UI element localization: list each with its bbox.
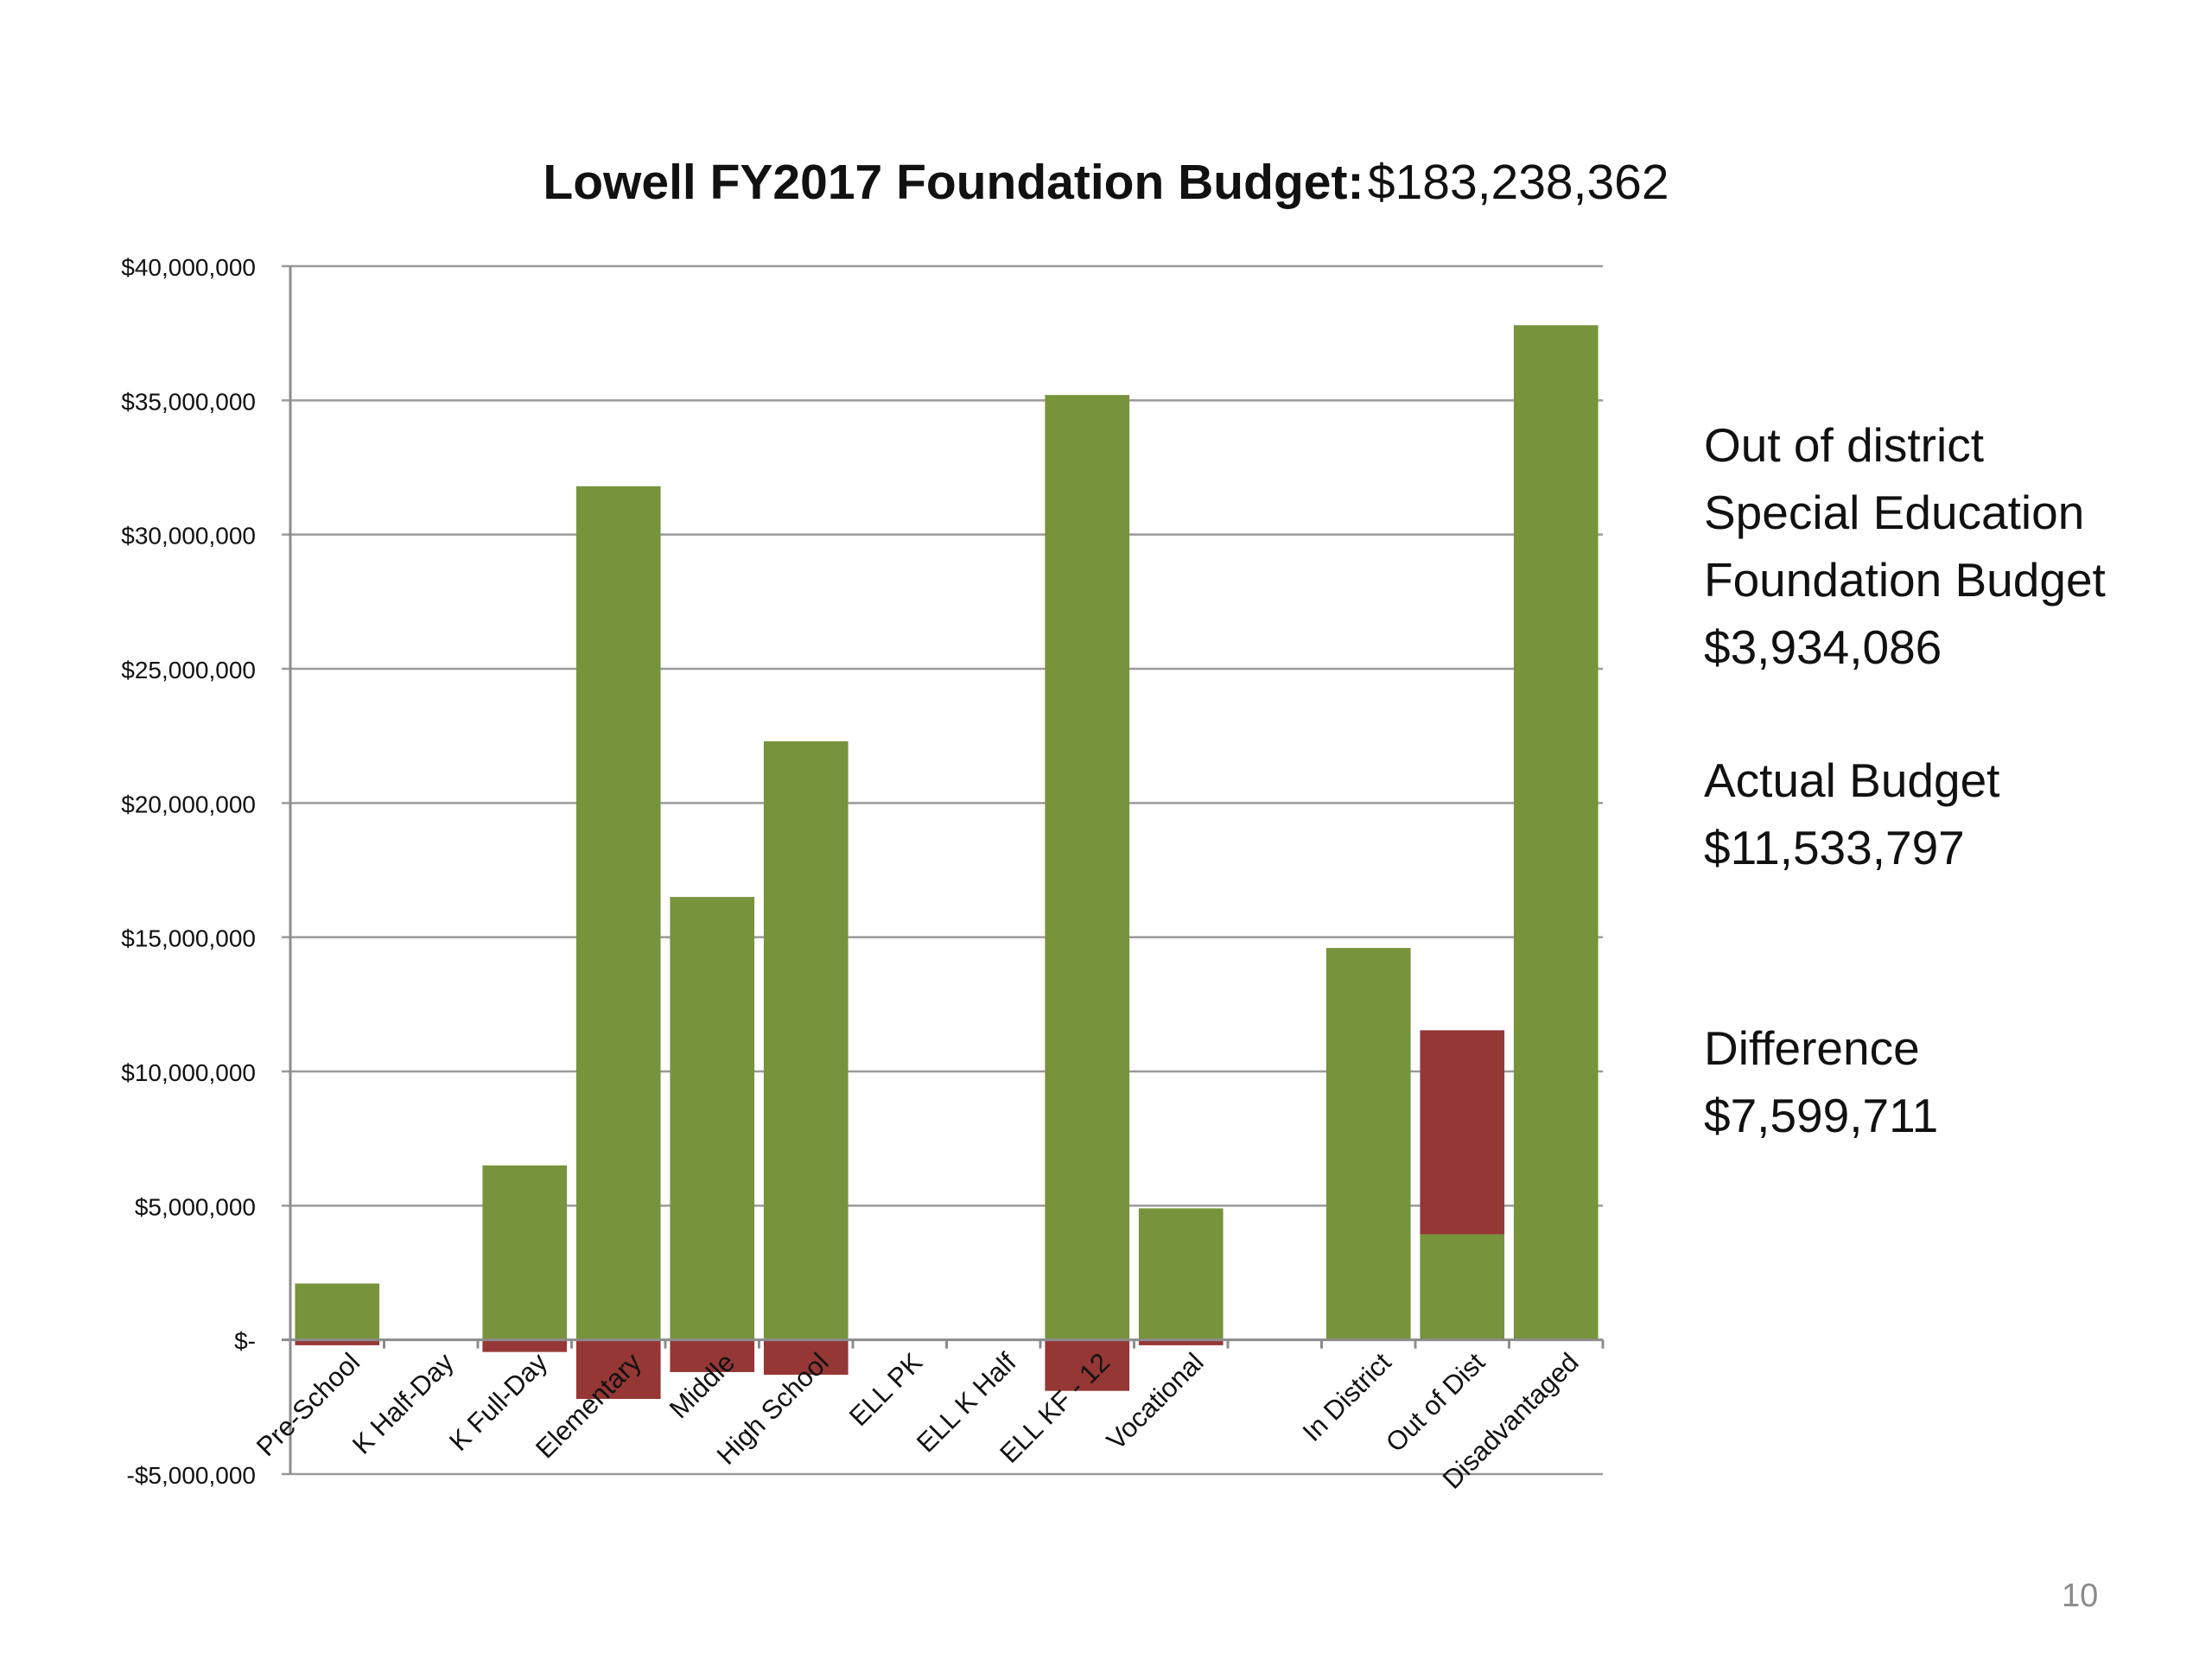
y-tick-label: $25,000,000: [121, 657, 256, 683]
bar-positive: [1045, 395, 1130, 1340]
out-of-district-note: Out of district Special Education Founda…: [1704, 411, 2106, 681]
y-tick-label: $35,000,000: [121, 388, 256, 415]
axes: [282, 266, 1605, 1474]
bars: [295, 325, 1599, 1400]
y-tick-label: -$5,000,000: [127, 1462, 256, 1489]
y-tick-label: $30,000,000: [121, 523, 256, 550]
bar-negative: [1138, 1339, 1224, 1345]
chart-title-value: $183,238,362: [1367, 155, 1669, 210]
bar-positive: [1325, 948, 1411, 1340]
difference-value: $7,599,711: [1704, 1089, 1939, 1142]
y-tick-label: $20,000,000: [121, 791, 256, 817]
bar-positive: [670, 897, 755, 1340]
y-tick-label: $5,000,000: [135, 1193, 256, 1220]
bar-positive: [575, 486, 661, 1340]
bar-negative: [1045, 1339, 1130, 1391]
out-of-district-value: $3,934,086: [1704, 620, 1942, 674]
bar-negative: [763, 1339, 849, 1376]
y-tick-label: $10,000,000: [121, 1059, 256, 1086]
bar-positive: [295, 1283, 380, 1340]
bar-positive: [1420, 1234, 1505, 1340]
out-of-district-line-3: Foundation Budget: [1704, 553, 2106, 607]
actual-budget-value: $11,533,797: [1704, 821, 1965, 874]
slide-number: 10: [2062, 1578, 2099, 1614]
y-tick-label: $-: [234, 1328, 256, 1355]
bar-stacked: [1420, 1030, 1505, 1235]
x-tick-label: Pre-School: [251, 1347, 365, 1462]
difference-label: Difference: [1704, 1021, 1920, 1075]
out-of-district-line-2: Special Education: [1704, 486, 2085, 539]
bar-negative: [482, 1339, 568, 1352]
bar-negative: [670, 1339, 755, 1372]
out-of-district-line-1: Out of district: [1704, 418, 1984, 472]
bar-negative: [575, 1339, 661, 1400]
x-tick-label: ELL PK: [843, 1347, 928, 1432]
bar-positive: [763, 741, 849, 1340]
y-tick-label: $40,000,000: [121, 254, 256, 281]
bar-positive: [1138, 1208, 1224, 1340]
chart-title-text: Lowell FY2017 Foundation Budget:: [543, 155, 1364, 210]
bar-positive: [1513, 325, 1599, 1340]
x-tick-label: In District: [1297, 1347, 1397, 1447]
actual-budget-note: Actual Budget $11,533,797: [1704, 747, 1999, 881]
x-tick-label: K Half-Day: [346, 1347, 460, 1460]
actual-budget-label: Actual Budget: [1704, 753, 2000, 807]
difference-note: Difference $7,599,711: [1704, 1014, 1938, 1149]
bar-positive: [482, 1165, 568, 1340]
y-tick-label: $15,000,000: [121, 925, 256, 952]
chart-title: Lowell FY2017 Foundation Budget: $183,23…: [0, 154, 2212, 211]
bar-negative: [295, 1339, 380, 1345]
